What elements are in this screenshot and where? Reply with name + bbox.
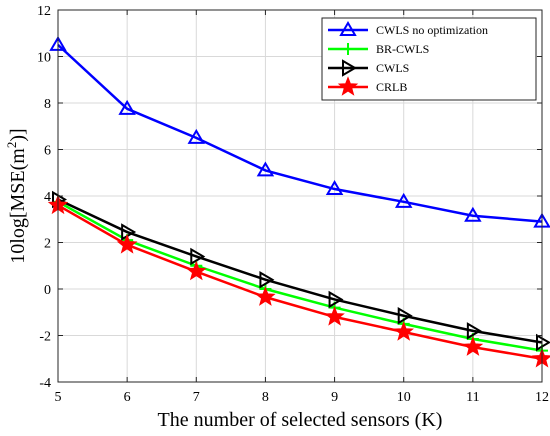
legend-marker (342, 59, 357, 77)
data-point (328, 290, 344, 309)
y-tick-label: 12 (37, 4, 51, 19)
data-point (121, 223, 137, 241)
data-point (393, 321, 414, 341)
y-tick-label: 0 (44, 283, 51, 298)
y-tick-label: 8 (44, 97, 51, 112)
y-tick-label: 10 (37, 51, 51, 66)
x-tick-label: 5 (55, 390, 62, 405)
legend-label: CWLS no optimization (376, 23, 488, 37)
x-tick-label: 10 (397, 390, 411, 405)
data-point (186, 260, 207, 281)
y-tick-label: -2 (39, 330, 51, 345)
y-axis-label-exponent: 2 (4, 142, 19, 149)
data-point (466, 322, 482, 340)
data-point (256, 161, 275, 177)
data-point (397, 306, 413, 325)
series-line (57, 198, 543, 344)
legend-label: CWLS (376, 61, 409, 75)
x-tick-label: 9 (331, 390, 338, 405)
y-axis-label: 10log[MSE(m2)] (4, 128, 29, 263)
data-point (116, 233, 138, 254)
legend-label: BR-CWLS (376, 42, 429, 56)
series-line (57, 200, 543, 352)
data-point (118, 99, 136, 115)
y-axis-label-suffix: )] (7, 128, 29, 141)
data-point (394, 192, 413, 208)
legend-marker (337, 76, 359, 96)
x-tick-label: 7 (193, 390, 200, 405)
data-point (255, 286, 276, 306)
x-tick-label: 6 (124, 390, 131, 405)
legend-marker (342, 43, 354, 55)
data-point (464, 206, 482, 222)
legend-entry: CRLB (328, 76, 407, 96)
axis-ticks: 5 6 7 8 9 10 11 12 -4 -2 0 2 4 6 8 10 12 (37, 4, 549, 405)
data-point (462, 336, 484, 356)
y-tick-label: -4 (39, 376, 51, 391)
legend: CWLS no optimization BR-CWLS CWLS CRLB (321, 17, 537, 101)
legend-entry: CWLS no optimization (328, 21, 488, 37)
series-line (57, 204, 543, 360)
y-tick-label: 2 (44, 237, 51, 252)
data-point (187, 128, 206, 144)
y-tick-label: 4 (44, 190, 51, 205)
legend-entry: CWLS (328, 59, 409, 77)
y-axis-label-prefix: 10log[MSE(m (7, 148, 29, 264)
x-tick-label: 12 (535, 390, 549, 405)
series-line (57, 43, 543, 223)
legend-marker (339, 21, 357, 36)
series-0 (49, 35, 550, 228)
data-point (259, 270, 275, 289)
data-point (190, 247, 206, 266)
y-tick-label: 6 (44, 144, 51, 159)
legend-entry: BR-CWLS (328, 42, 429, 56)
data-point (325, 180, 344, 196)
data-point (536, 333, 550, 352)
legend-label: CRLB (376, 80, 407, 94)
x-axis-label: The number of selected sensors (K) (158, 409, 443, 431)
series-3 (47, 194, 550, 368)
x-tick-label: 11 (466, 390, 479, 405)
x-tick-label: 8 (262, 390, 269, 405)
series-layer (47, 35, 550, 368)
data-point (324, 306, 345, 326)
